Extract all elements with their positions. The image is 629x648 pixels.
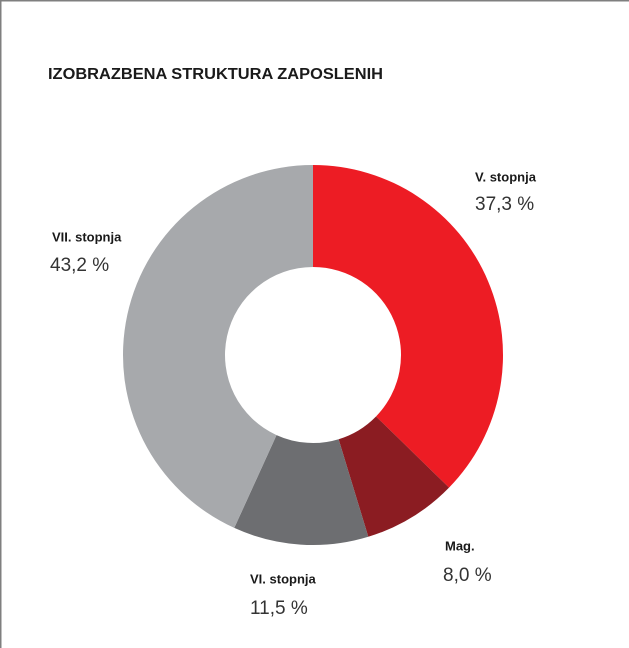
- slice-label: VI. stopnja: [250, 571, 317, 586]
- slice-value: 43,2 %: [50, 255, 109, 276]
- slice-value: 37,3 %: [475, 194, 534, 215]
- slice-value: 11,5 %: [250, 598, 308, 619]
- slice-label: V. stopnja: [475, 169, 537, 184]
- chart-title: IZOBRAZBENA STRUKTURA ZAPOSLENIH: [48, 66, 383, 83]
- slice-label: VII. stopnja: [52, 229, 122, 244]
- donut-slice: [123, 165, 314, 528]
- slice-label: Mag.: [445, 538, 475, 553]
- donut-slice: [313, 165, 503, 488]
- slice-value: 8,0 %: [443, 565, 492, 586]
- donut-slice: [234, 435, 369, 545]
- donut-slice: [338, 416, 450, 537]
